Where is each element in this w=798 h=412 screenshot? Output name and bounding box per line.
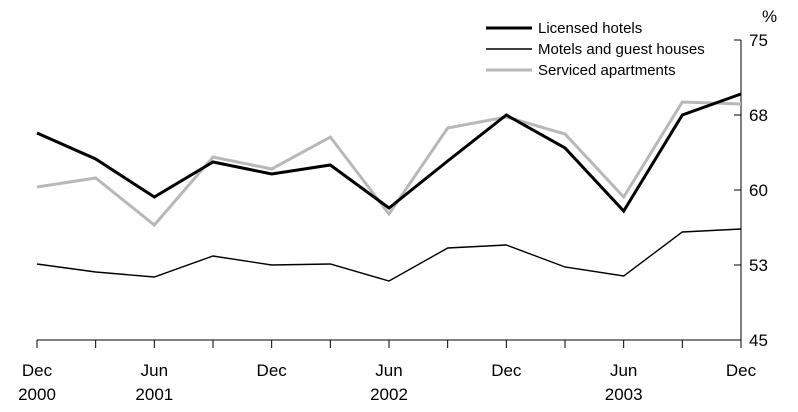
y-tick-label: 53 xyxy=(749,256,768,275)
x-tick-label-month: Dec xyxy=(726,361,757,380)
x-tick-label-month: Jun xyxy=(375,361,402,380)
legend-label: Motels and guest houses xyxy=(538,41,705,58)
x-tick-label-month: Jun xyxy=(141,361,168,380)
y-tick-label: 60 xyxy=(749,181,768,200)
y-tick-label: 68 xyxy=(749,106,768,125)
y-tick-label: 75 xyxy=(749,31,768,50)
x-tick-label-month: Jun xyxy=(610,361,637,380)
y-tick-label: 45 xyxy=(749,331,768,350)
x-tick-label-year: 2000 xyxy=(18,385,56,404)
x-tick-label-month: Dec xyxy=(257,361,288,380)
legend: Licensed hotels Motels and guest houses Se… xyxy=(486,20,705,79)
plot-axes: 75 68 60 53 45 Dec 2000 Jun 2001 Dec Jun 2002 Dec Jun… xyxy=(18,31,768,404)
series-line-serviced-apartments xyxy=(36,100,742,228)
x-tick-label-year: 2001 xyxy=(135,385,173,404)
y-axis-unit-label: % xyxy=(762,7,777,26)
series-line-licensed-hotels xyxy=(36,92,742,214)
x-tick-label-year: 2003 xyxy=(605,385,643,404)
x-tick-label-month: Dec xyxy=(491,361,522,380)
legend-label: Serviced apartments xyxy=(538,62,676,79)
series-layer xyxy=(36,92,742,282)
legend-label: Licensed hotels xyxy=(538,20,642,37)
x-tick-label-year: 2002 xyxy=(370,385,408,404)
x-tick-label-month: Dec xyxy=(22,361,53,380)
series-line-motels-and-guest-houses xyxy=(36,228,742,282)
